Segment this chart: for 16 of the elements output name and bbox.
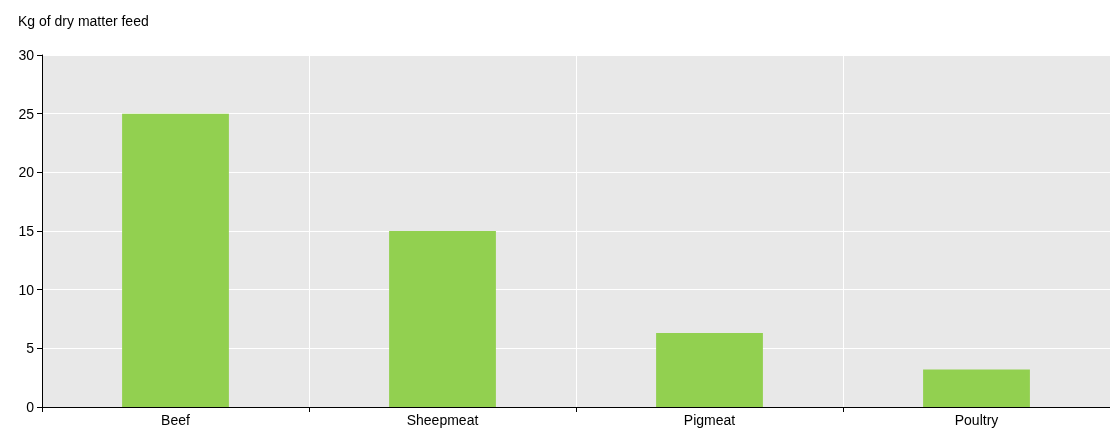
y-tick-label: 10 (18, 281, 35, 298)
x-tick-label: Beef (161, 412, 190, 428)
y-tick-label: 20 (18, 164, 35, 181)
bar (923, 369, 1030, 407)
y-tick-label: 30 (18, 47, 35, 63)
bar (656, 333, 763, 407)
y-tick-label: 5 (26, 340, 35, 357)
x-tick-label: Pigmeat (683, 412, 736, 428)
x-tick-label: Sheepmeat (406, 412, 479, 428)
y-tick-label: 15 (18, 223, 35, 239)
x-tick-label: Poultry (954, 412, 999, 428)
bar (122, 113, 229, 407)
y-tick-label: 25 (18, 105, 35, 122)
y-axis-title: Kg of dry matter feed (18, 13, 149, 29)
bar (389, 231, 496, 407)
y-tick-label: 0 (26, 399, 35, 415)
